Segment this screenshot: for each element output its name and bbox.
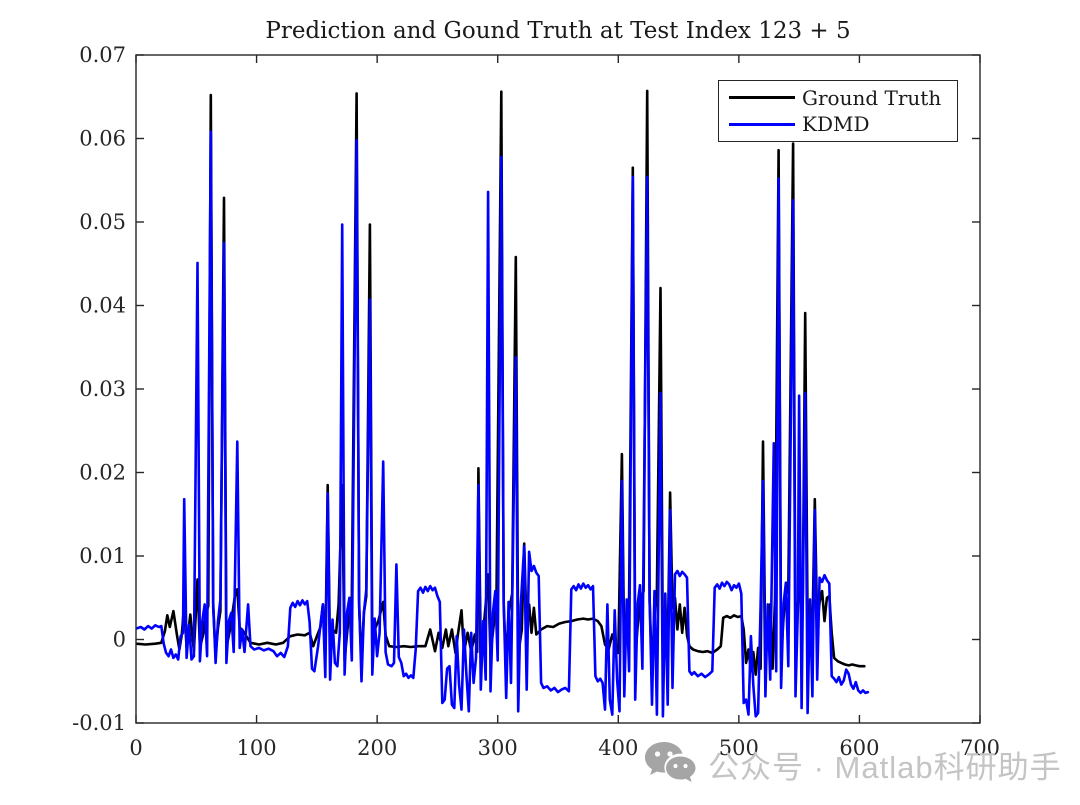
y-tick-label: 0.01 [79,544,126,568]
y-tick-label: 0 [113,628,126,652]
legend-label-ground-truth: Ground Truth [802,85,942,110]
wechat-icon [645,742,696,782]
x-tick-label: 600 [839,736,879,760]
y-tick-label: 0.04 [79,294,126,318]
watermark: 公众号 · Matlab科研助手 [643,740,1062,788]
x-tick-label: 0 [129,736,142,760]
x-tick-label: 400 [598,736,638,760]
chart-title: Prediction and Gound Truth at Test Index… [265,18,851,44]
legend: Ground Truth KDMD [718,80,958,142]
x-tick-label: 300 [478,736,518,760]
y-tick-label: 0.06 [79,127,126,151]
y-tick-label: 0.07 [79,43,126,67]
y-tick-label: -0.01 [72,711,126,735]
y-tick-label: 0.05 [79,210,126,234]
y-tick-label: 0.03 [79,377,126,401]
legend-item-kdmd: KDMD [729,112,951,136]
x-tick-label: 500 [719,736,759,760]
watermark-text: 公众号 · Matlab科研助手 [708,749,1062,785]
x-tick-label: 700 [960,736,1000,760]
legend-item-ground-truth: Ground Truth [729,86,951,110]
legend-label-kdmd: KDMD [802,112,870,137]
x-tick-label: 100 [237,736,277,760]
x-tick-label: 200 [357,736,397,760]
y-tick-label: 0.02 [79,461,126,485]
ground-truth-line-sample [729,95,795,100]
series-line-kdmd [136,130,870,718]
kdmd-line-sample [729,122,795,127]
